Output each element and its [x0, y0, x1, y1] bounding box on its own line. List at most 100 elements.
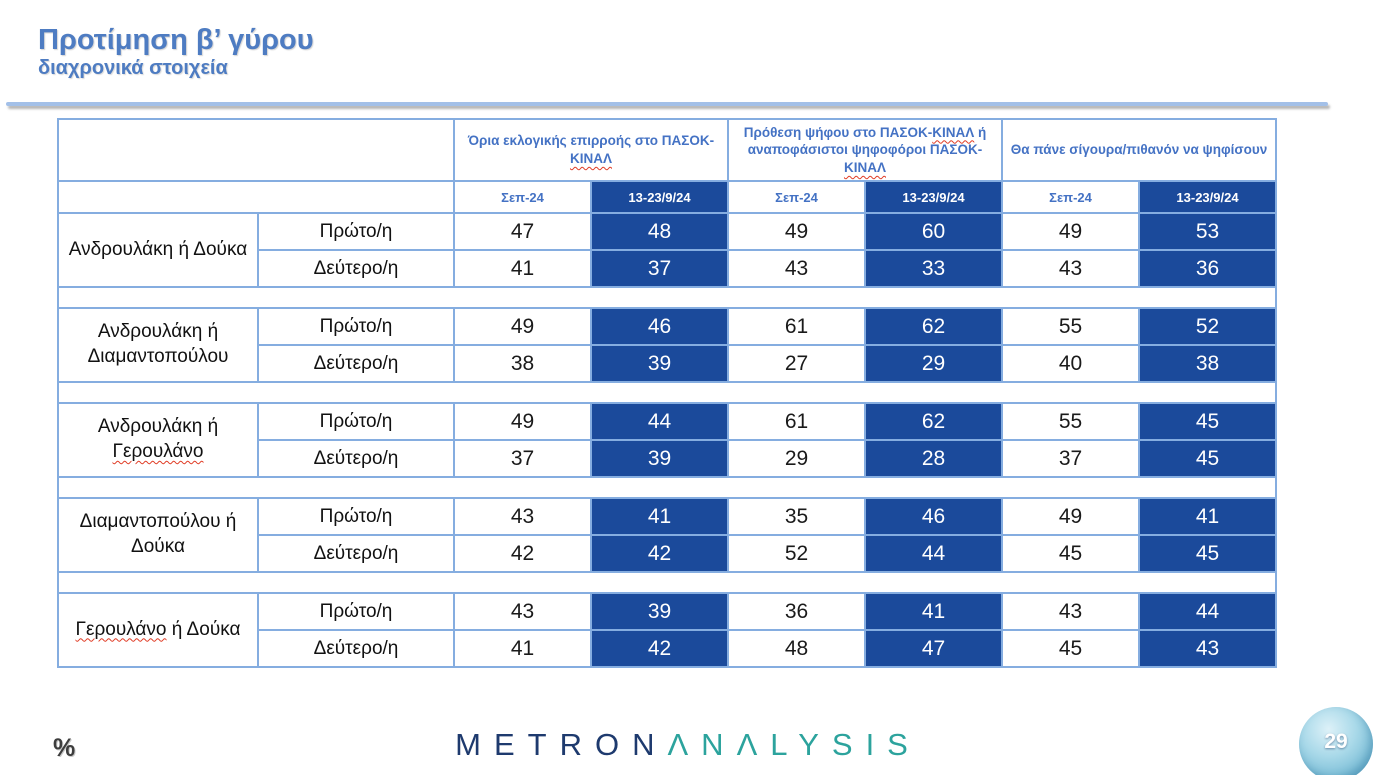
- period-sep24: Σεπ-24: [1001, 180, 1140, 214]
- value-cell: 60: [864, 212, 1003, 251]
- column-group-vote-intention: Πρόθεση ψήφου στο ΠΑΣΟΚ-ΚΙΝΑΛ ή αναποφάσ…: [727, 118, 1003, 182]
- matchup-name: ή Δούκα: [166, 618, 241, 640]
- value-cell: 27: [727, 344, 866, 383]
- slide-header: Προτίμηση β’ γύρου διαχρονικά στοιχεία: [38, 24, 314, 79]
- page-number-badge: 29: [1299, 707, 1373, 775]
- value-cell: 47: [453, 212, 592, 251]
- value-cell: 44: [1138, 592, 1277, 631]
- matchup-label: Γερουλάνο ή Δούκα: [57, 592, 259, 668]
- value-cell: 29: [864, 344, 1003, 383]
- row-label-first: Πρώτο/η: [257, 307, 455, 346]
- value-cell: 44: [864, 534, 1003, 573]
- header-text-spellcheck: ΚΙΝΑΛ: [569, 151, 612, 166]
- value-cell: 29: [727, 439, 866, 478]
- period-header-row: Σεπ-24 13-23/9/24 Σεπ-24 13-23/9/24 Σεπ-…: [57, 180, 1277, 214]
- percent-mark: %: [53, 734, 76, 762]
- header-text-spellcheck: ΚΙΝΑΛ: [843, 159, 886, 175]
- value-cell: 48: [727, 629, 866, 668]
- value-cell: 36: [727, 592, 866, 631]
- row-label-first: Πρώτο/η: [257, 592, 455, 631]
- value-cell: 46: [590, 307, 729, 346]
- value-cell: 41: [453, 629, 592, 668]
- matchup-label: Ανδρουλάκη ή Διαμαντοπούλου: [57, 307, 259, 383]
- header-text-spellcheck: ΚΙΝΑΛ: [932, 124, 975, 140]
- spacer-cell: [57, 571, 1277, 594]
- value-cell: 52: [727, 534, 866, 573]
- value-cell: 39: [590, 344, 729, 383]
- value-cell: 41: [1138, 497, 1277, 536]
- value-cell: 52: [1138, 307, 1277, 346]
- matchup-name-spellcheck: Γερουλάνο: [112, 441, 204, 462]
- value-cell: 39: [590, 439, 729, 478]
- header-divider: [6, 102, 1328, 106]
- matchup-name: Ανδρουλάκη ή: [97, 416, 219, 438]
- value-cell: 39: [590, 592, 729, 631]
- value-cell: 41: [864, 592, 1003, 631]
- value-cell: 61: [727, 402, 866, 441]
- spacer-row: [57, 381, 1277, 404]
- value-cell: 48: [590, 212, 729, 251]
- value-cell: 37: [590, 249, 729, 288]
- value-cell: 43: [1001, 249, 1140, 288]
- value-cell: 44: [590, 402, 729, 441]
- column-group-likely-voters: Θα πάνε σίγουρα/πιθανόν να ψηφίσουν: [1001, 118, 1277, 182]
- value-cell: 62: [864, 402, 1003, 441]
- value-cell: 42: [590, 534, 729, 573]
- value-cell: 45: [1138, 402, 1277, 441]
- spacer-cell: [57, 286, 1277, 309]
- value-cell: 37: [453, 439, 592, 478]
- value-cell: 62: [864, 307, 1003, 346]
- value-cell: 35: [727, 497, 866, 536]
- slide-subtitle: διαχρονικά στοιχεία: [38, 57, 228, 80]
- value-cell: 42: [453, 534, 592, 573]
- value-cell: 41: [590, 497, 729, 536]
- table-row: Γερουλάνο ή Δούκα Πρώτο/η 43 39 36 41 43…: [57, 592, 1277, 668]
- matchup-label: Διαμαντοπούλου ή Δούκα: [57, 497, 259, 573]
- value-cell: 55: [1001, 307, 1140, 346]
- value-cell: 40: [1001, 344, 1140, 383]
- slide-title: Προτίμηση β’ γύρου: [38, 24, 314, 56]
- value-cell: 53: [1138, 212, 1277, 251]
- spacer-row: [57, 286, 1277, 309]
- row-label-second: Δεύτερο/η: [257, 629, 455, 668]
- blank-corner-cell: [57, 118, 455, 182]
- row-label-second: Δεύτερο/η: [257, 249, 455, 288]
- period-13-23-9-24: 13-23/9/24: [1138, 180, 1277, 214]
- value-cell: 49: [1001, 497, 1140, 536]
- table-row: Ανδρουλάκη ή Γερουλάνο Πρώτο/η 49 44 61 …: [57, 402, 1277, 478]
- matchup-name-spellcheck: Γερουλάνο: [75, 618, 167, 640]
- logo-analysis-text: ΛNΛLYSIS: [667, 727, 921, 762]
- column-group-header-row: Όρια εκλογικής επιρροής στο ΠΑΣΟΚ-ΚΙΝΑΛ …: [57, 118, 1277, 182]
- value-cell: 61: [727, 307, 866, 346]
- spacer-row: [57, 571, 1277, 594]
- logo-metron-text: METRON: [455, 727, 668, 762]
- value-cell: 42: [590, 629, 729, 668]
- row-label-second: Δεύτερο/η: [257, 534, 455, 573]
- value-cell: 43: [453, 592, 592, 631]
- period-13-23-9-24: 13-23/9/24: [590, 180, 729, 214]
- row-label-second: Δεύτερο/η: [257, 439, 455, 478]
- value-cell: 37: [1001, 439, 1140, 478]
- value-cell: 28: [864, 439, 1003, 478]
- value-cell: 43: [453, 497, 592, 536]
- header-text: Πρόθεση ψήφου στο ΠΑΣΟΚ-: [743, 124, 933, 140]
- matchup-label: Ανδρουλάκη ή Γερουλάνο: [57, 402, 259, 478]
- results-table: Όρια εκλογικής επιρροής στο ΠΑΣΟΚ-ΚΙΝΑΛ …: [57, 118, 1277, 668]
- value-cell: 46: [864, 497, 1003, 536]
- metron-analysis-logo: METRONΛNΛLYSIS: [455, 727, 921, 763]
- matchup-label: Ανδρουλάκη ή Δούκα: [57, 212, 259, 288]
- value-cell: 43: [727, 249, 866, 288]
- period-sep24: Σεπ-24: [727, 180, 866, 214]
- header-text: Θα πάνε σίγουρα/πιθανόν να ψηφίσουν: [1010, 142, 1268, 158]
- value-cell: 47: [864, 629, 1003, 668]
- page-number: 29: [1324, 730, 1348, 753]
- value-cell: 49: [727, 212, 866, 251]
- header-text: Όρια εκλογικής επιρροής στο ΠΑΣΟΚ-: [467, 133, 715, 149]
- table-row: Ανδρουλάκη ή Διαμαντοπούλου Πρώτο/η 49 4…: [57, 307, 1277, 383]
- value-cell: 41: [453, 249, 592, 288]
- matchup-name: Ανδρουλάκη ή Διαμαντοπούλου: [87, 321, 229, 367]
- value-cell: 38: [453, 344, 592, 383]
- spacer-row: [57, 476, 1277, 499]
- row-label-first: Πρώτο/η: [257, 497, 455, 536]
